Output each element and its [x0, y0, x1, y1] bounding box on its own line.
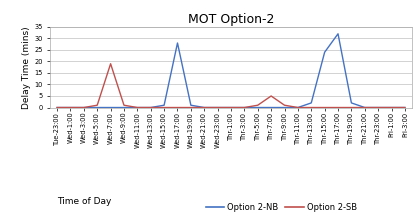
Option 2-NB: [282, 106, 287, 109]
Option 2-NB: [336, 32, 341, 35]
Option 2-NB: [202, 106, 207, 109]
Option 2-SB: [202, 106, 207, 109]
Option 2-NB: [322, 51, 327, 54]
Option 2-NB: [81, 106, 87, 109]
Option 2-SB: [362, 106, 368, 109]
Option 2-SB: [295, 106, 300, 109]
Option 2-NB: [55, 106, 60, 109]
Option 2-SB: [309, 106, 314, 109]
Text: Time of Day: Time of Day: [57, 197, 111, 206]
Option 2-NB: [215, 106, 220, 109]
Legend: Option 2-NB, Option 2-SB: Option 2-NB, Option 2-SB: [202, 200, 360, 215]
Option 2-SB: [402, 106, 407, 109]
Option 2-NB: [295, 106, 300, 109]
Option 2-SB: [389, 106, 394, 109]
Option 2-NB: [68, 106, 73, 109]
Option 2-SB: [135, 106, 140, 109]
Option 2-SB: [68, 106, 73, 109]
Option 2-NB: [188, 104, 193, 107]
Option 2-SB: [375, 106, 381, 109]
Option 2-SB: [336, 106, 341, 109]
Option 2-SB: [282, 104, 287, 107]
Title: MOT Option-2: MOT Option-2: [188, 13, 274, 26]
Option 2-NB: [162, 104, 167, 107]
Y-axis label: Delay Time (mins): Delay Time (mins): [23, 26, 32, 108]
Option 2-SB: [81, 106, 87, 109]
Option 2-NB: [389, 106, 394, 109]
Option 2-SB: [148, 106, 153, 109]
Option 2-SB: [269, 95, 274, 97]
Option 2-SB: [349, 106, 354, 109]
Option 2-NB: [242, 106, 247, 109]
Option 2-NB: [228, 106, 234, 109]
Option 2-SB: [55, 106, 60, 109]
Option 2-NB: [135, 106, 140, 109]
Option 2-NB: [349, 101, 354, 104]
Option 2-SB: [215, 106, 220, 109]
Option 2-NB: [375, 106, 381, 109]
Option 2-SB: [322, 106, 327, 109]
Option 2-NB: [121, 106, 126, 109]
Option 2-NB: [362, 106, 368, 109]
Option 2-SB: [228, 106, 234, 109]
Option 2-NB: [309, 101, 314, 104]
Option 2-SB: [121, 104, 126, 107]
Option 2-NB: [94, 106, 100, 109]
Line: Option 2-NB: Option 2-NB: [57, 34, 405, 108]
Option 2-NB: [269, 106, 274, 109]
Option 2-NB: [402, 106, 407, 109]
Option 2-SB: [242, 106, 247, 109]
Option 2-SB: [94, 104, 100, 107]
Option 2-SB: [162, 106, 167, 109]
Line: Option 2-SB: Option 2-SB: [57, 64, 405, 108]
Option 2-SB: [255, 104, 260, 107]
Option 2-NB: [175, 42, 180, 44]
Option 2-NB: [108, 106, 113, 109]
Option 2-NB: [255, 106, 260, 109]
Option 2-SB: [108, 62, 113, 65]
Option 2-SB: [188, 106, 193, 109]
Option 2-SB: [175, 106, 180, 109]
Option 2-NB: [148, 106, 153, 109]
